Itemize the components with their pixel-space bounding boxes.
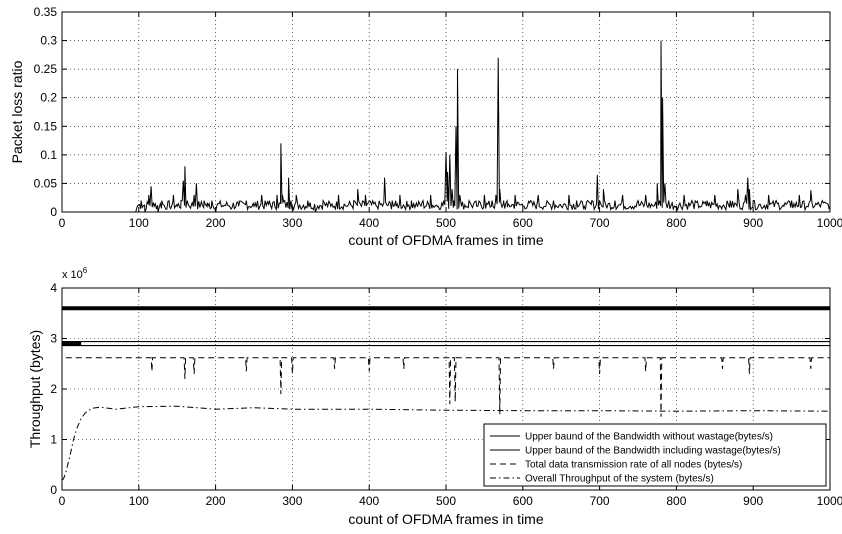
- legend-label-upper-without-wastage: Upper baund of the Bandwidth without was…: [525, 432, 773, 443]
- packet-loss-y-tick-label: 0.15: [34, 119, 58, 133]
- packet-loss-y-tick-label: 0.35: [34, 5, 58, 19]
- throughput-y-tick-label: 1: [50, 433, 57, 447]
- packet-loss-x-tick-label: 200: [206, 216, 226, 230]
- throughput-x-axis-label: count of OFDMA frames in time: [348, 511, 543, 527]
- packet-loss-x-tick-label: 100: [129, 216, 149, 230]
- legend-label-overall-throughput: Overall Throughput of the system (bytes/…: [525, 474, 714, 485]
- throughput-x-tick-label: 1000: [817, 494, 842, 508]
- packet-loss-y-tick-label: 0.05: [34, 176, 58, 190]
- packet-loss-x-tick-label: 900: [743, 216, 763, 230]
- throughput-y-tick-label: 2: [50, 382, 57, 396]
- throughput-x-tick-label: 500: [436, 494, 456, 508]
- packet-loss-grid: [62, 12, 830, 212]
- packet-loss-y-axis-label: Packet loss ratio: [9, 60, 25, 163]
- throughput-y-multiplier: x 106: [62, 266, 88, 281]
- packet-loss-x-axis-label: count of OFDMA frames in time: [348, 232, 543, 248]
- throughput-x-tick-label: 100: [129, 494, 149, 508]
- packet-loss-line: [62, 40, 831, 213]
- throughput-legend: Upper baund of the Bandwidth without was…: [483, 423, 827, 487]
- packet-loss-y-tick-label: 0: [50, 205, 57, 219]
- packet-loss-x-tick-label: 300: [282, 216, 302, 230]
- throughput-y-tick-label: 0: [50, 483, 57, 497]
- throughput-panel: 0 100 200 300 400 500 600 700 800 900 1000 0 1 2 3 4 x …: [27, 266, 842, 527]
- throughput-y-multiplier-exponent: 6: [83, 266, 88, 275]
- packet-loss-y-tick-label: 0.1: [40, 148, 57, 162]
- packet-loss-series: [62, 40, 831, 213]
- throughput-y-axis-label: Throughput (bytes): [27, 330, 43, 448]
- throughput-x-tick-label: 0: [59, 494, 66, 508]
- total-transmission-line: [65, 357, 830, 417]
- throughput-y-multiplier-base: x 10: [62, 269, 83, 281]
- throughput-x-tick-label: 800: [666, 494, 686, 508]
- throughput-y-tick-label: 4: [50, 281, 57, 295]
- packet-loss-x-tick-label: 1000: [817, 216, 842, 230]
- packet-loss-y-tick-label: 0.3: [40, 34, 57, 48]
- packet-loss-x-tick-label: 500: [436, 216, 456, 230]
- packet-loss-x-tick-label: 400: [359, 216, 379, 230]
- throughput-x-tick-label: 200: [206, 494, 226, 508]
- throughput-series: [61, 306, 831, 481]
- legend-label-upper-including-wastage: Upper baund of the Bandwidth including w…: [525, 446, 781, 457]
- packet-loss-ticks: 0 100 200 300 400 500 600 700 800 900 1000 0 0.05 0.1…: [34, 5, 842, 230]
- packet-loss-x-tick-label: 600: [513, 216, 533, 230]
- throughput-x-tick-label: 300: [282, 494, 302, 508]
- packet-loss-y-tick-label: 0.2: [40, 91, 57, 105]
- throughput-ticks: 0 100 200 300 400 500 600 700 800 900 1000 0 1 2 3 4: [50, 281, 842, 508]
- throughput-x-tick-label: 600: [513, 494, 533, 508]
- packet-loss-panel: 0 100 200 300 400 500 600 700 800 900 1000 0 0.05 0.1…: [9, 5, 842, 248]
- throughput-x-tick-label: 400: [359, 494, 379, 508]
- packet-loss-x-tick-label: 800: [666, 216, 686, 230]
- packet-loss-x-tick-label: 700: [590, 216, 610, 230]
- throughput-y-tick-label: 3: [50, 332, 57, 346]
- packet-loss-x-tick-label: 0: [59, 216, 66, 230]
- packet-loss-y-tick-label: 0.25: [34, 62, 58, 76]
- throughput-x-tick-label: 900: [743, 494, 763, 508]
- legend-box: [483, 423, 827, 487]
- legend-label-total-transmission: Total data transmission rate of all node…: [525, 460, 742, 471]
- throughput-x-tick-label: 700: [590, 494, 610, 508]
